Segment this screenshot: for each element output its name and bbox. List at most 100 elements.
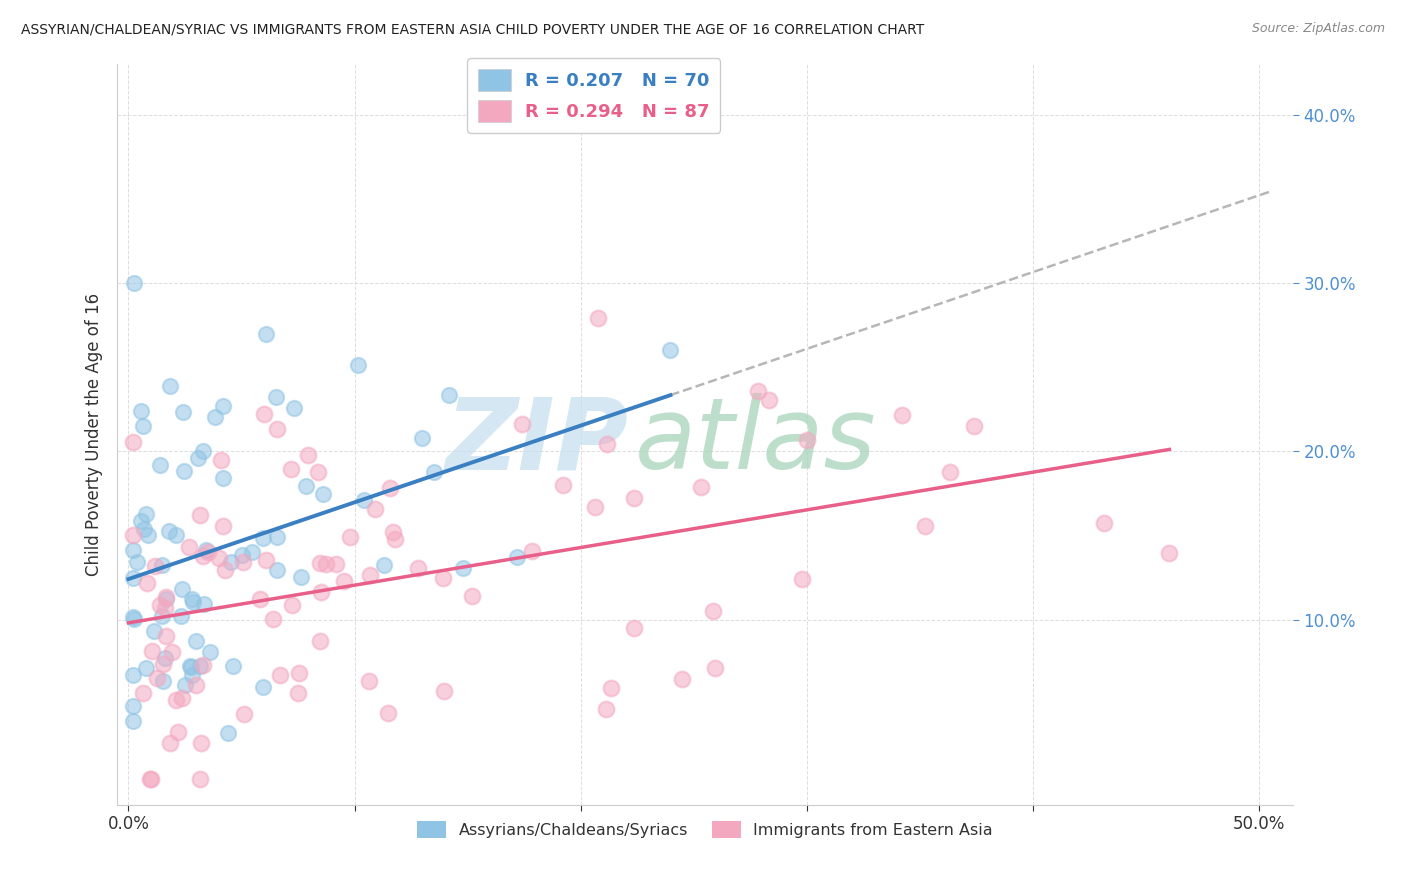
Point	[437, 388, 460, 402]
Point	[586, 311, 609, 326]
Point	[796, 433, 818, 447]
Point	[180, 660, 202, 674]
Point	[139, 772, 162, 787]
Point	[939, 465, 962, 479]
Point	[266, 530, 288, 544]
Point	[451, 561, 474, 575]
Point	[122, 609, 145, 624]
Point	[308, 465, 330, 479]
Point	[406, 561, 429, 575]
Point	[160, 645, 183, 659]
Point	[149, 458, 172, 472]
Point	[191, 657, 214, 672]
Point	[914, 519, 936, 533]
Point	[177, 540, 200, 554]
Point	[180, 591, 202, 606]
Point	[122, 668, 145, 682]
Point	[153, 651, 176, 665]
Point	[172, 405, 194, 419]
Point	[283, 401, 305, 416]
Point	[252, 531, 274, 545]
Point	[510, 417, 533, 432]
Point	[173, 463, 195, 477]
Point	[295, 479, 318, 493]
Point	[600, 681, 623, 695]
Point	[135, 660, 157, 674]
Point	[207, 551, 229, 566]
Point	[623, 491, 645, 505]
Point	[200, 645, 222, 659]
Point	[129, 404, 152, 418]
Point	[209, 453, 232, 467]
Point	[155, 591, 177, 605]
Point	[308, 556, 330, 570]
Point	[132, 685, 155, 699]
Point	[253, 407, 276, 421]
Point	[155, 629, 177, 643]
Point	[339, 530, 361, 544]
Point	[190, 736, 212, 750]
Point	[702, 604, 724, 618]
Point	[377, 706, 399, 721]
Point	[346, 358, 368, 372]
Point	[152, 558, 174, 572]
Point	[249, 592, 271, 607]
Point	[179, 659, 201, 673]
Point	[280, 462, 302, 476]
Point	[461, 589, 484, 603]
Point	[432, 571, 454, 585]
Point	[135, 576, 157, 591]
Point	[188, 508, 211, 522]
Point	[790, 572, 813, 586]
Point	[281, 598, 304, 612]
Point	[262, 612, 284, 626]
Point	[157, 524, 180, 539]
Point	[169, 608, 191, 623]
Point	[170, 691, 193, 706]
Point	[212, 519, 235, 533]
Point	[222, 659, 245, 673]
Point	[373, 558, 395, 573]
Point	[353, 492, 375, 507]
Point	[122, 714, 145, 728]
Point	[747, 384, 769, 399]
Point	[146, 671, 169, 685]
Point	[221, 555, 243, 569]
Point	[188, 772, 211, 787]
Point	[142, 624, 165, 639]
Point	[266, 563, 288, 577]
Text: ZIP: ZIP	[446, 393, 628, 491]
Point	[290, 569, 312, 583]
Point	[195, 543, 218, 558]
Point	[287, 685, 309, 699]
Legend: Assyrians/Chaldeans/Syriacs, Immigrants from Eastern Asia: Assyrians/Chaldeans/Syriacs, Immigrants …	[411, 814, 1000, 845]
Text: ASSYRIAN/CHALDEAN/SYRIAC VS IMMIGRANTS FROM EASTERN ASIA CHILD POVERTY UNDER THE: ASSYRIAN/CHALDEAN/SYRIAC VS IMMIGRANTS F…	[21, 22, 924, 37]
Point	[197, 545, 219, 559]
Point	[506, 550, 529, 565]
Point	[433, 683, 456, 698]
Point	[132, 522, 155, 536]
Point	[231, 548, 253, 562]
Point	[254, 327, 277, 342]
Point	[359, 568, 381, 582]
Point	[596, 437, 619, 451]
Point	[159, 378, 181, 392]
Point	[659, 343, 682, 358]
Point	[149, 598, 172, 612]
Point	[165, 528, 187, 542]
Point	[214, 563, 236, 577]
Point	[212, 399, 235, 413]
Point	[204, 409, 226, 424]
Point	[583, 500, 606, 514]
Point	[252, 680, 274, 694]
Point	[122, 542, 145, 557]
Point	[520, 544, 543, 558]
Point	[297, 448, 319, 462]
Point	[359, 674, 381, 689]
Point	[173, 678, 195, 692]
Point	[122, 276, 145, 290]
Point	[143, 558, 166, 573]
Point	[184, 634, 207, 648]
Point	[217, 726, 239, 740]
Point	[183, 595, 205, 609]
